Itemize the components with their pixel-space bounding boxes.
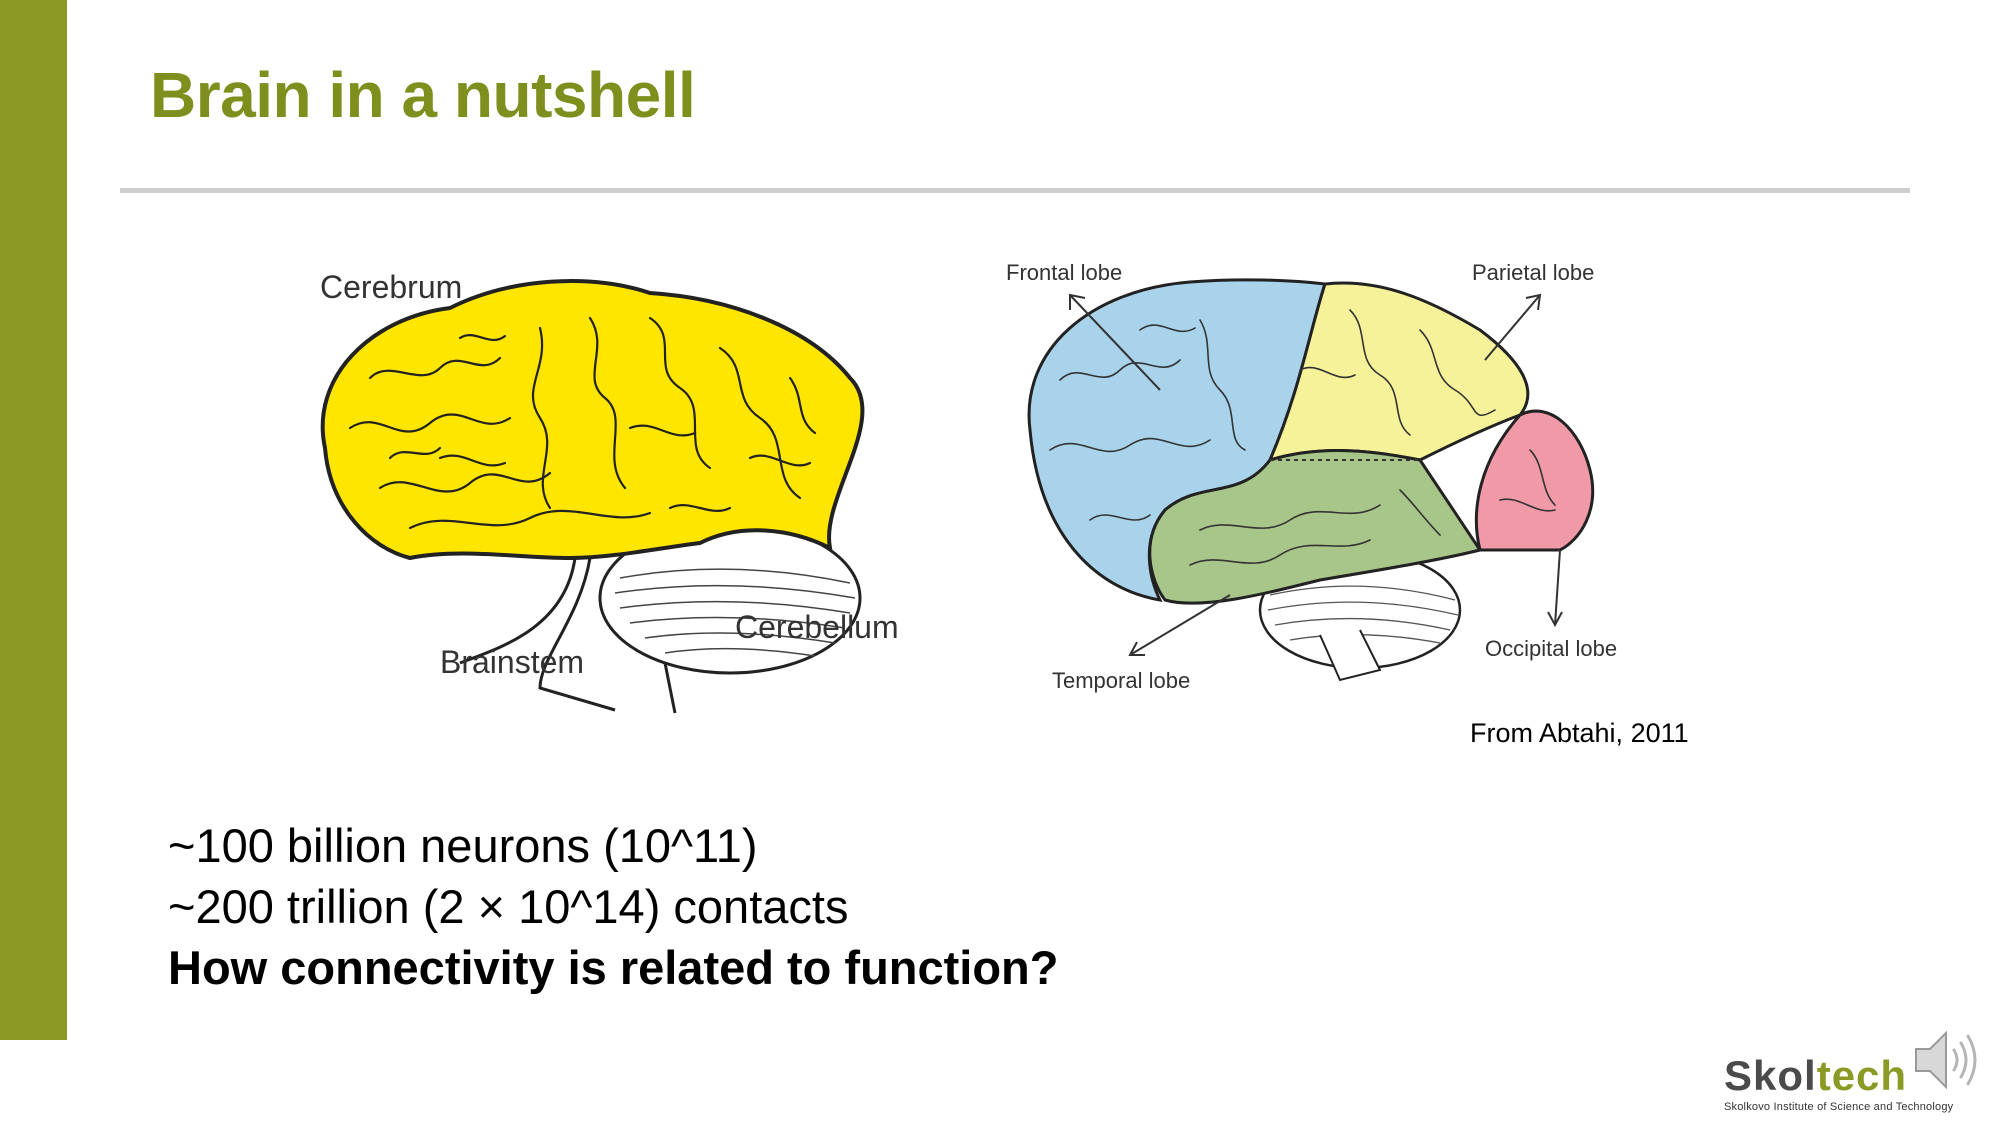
occipital-lobe-label: Occipital lobe <box>1485 636 1617 661</box>
cerebrum-label: Cerebrum <box>320 269 462 305</box>
title-divider <box>120 188 1910 193</box>
temporal-lobe-label: Temporal lobe <box>1052 668 1190 693</box>
bullet-neurons: ~100 billion neurons (10^11) <box>168 819 758 872</box>
cerebellum-label: Cerebellum <box>735 609 899 645</box>
speaker-icon[interactable] <box>1910 1025 1982 1100</box>
figure-citation: From Abtahi, 2011 <box>1470 718 1689 748</box>
logo-word-accent: tech <box>1816 1052 1908 1099</box>
brain-structure-figure: Cerebrum Cerebellum Brainstem <box>290 258 930 718</box>
bullet-contacts: ~200 trillion (2 × 10^14) contacts <box>168 880 849 933</box>
logo-wordmark: Skoltech <box>1724 1055 1953 1097</box>
brain-lobes-figure: Frontal lobe Parietal lobe Temporal lobe… <box>1000 250 1660 710</box>
logo-subtitle: Skolkovo Institute of Science and Techno… <box>1724 1101 1954 1113</box>
brainstem-label: Brainstem <box>440 644 584 680</box>
accent-sidebar-bar <box>0 0 67 1040</box>
frontal-lobe-label: Frontal lobe <box>1006 260 1122 285</box>
logo-word-dark: Skol <box>1724 1052 1817 1099</box>
slide-title: Brain in a nutshell <box>150 59 696 131</box>
slide-body-text: ~100 billion neurons (10^11) ~200 trilli… <box>168 815 1058 998</box>
key-question: How connectivity is related to function? <box>168 941 1059 994</box>
parietal-lobe-label: Parietal lobe <box>1472 260 1594 285</box>
skoltech-logo: Skoltech Skolkovo Institute of Science a… <box>1724 1055 1954 1114</box>
